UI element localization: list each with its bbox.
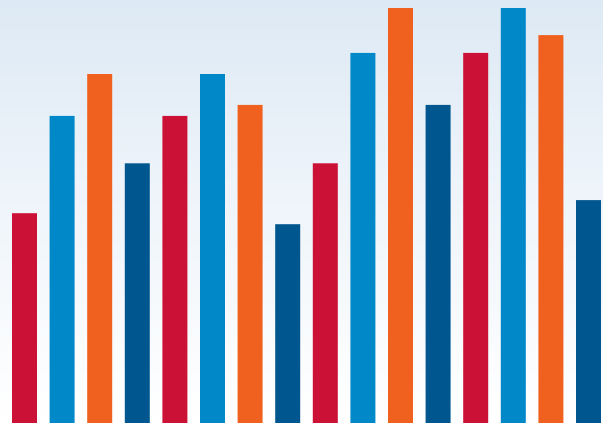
- bar-16: [576, 200, 601, 423]
- bar-1: [12, 213, 37, 423]
- bar-14: [500, 8, 526, 423]
- bar-9: [312, 163, 338, 423]
- bar-15: [538, 35, 564, 423]
- bar-11: [388, 8, 413, 423]
- bar-5: [162, 115, 188, 423]
- bar-4: [124, 163, 150, 423]
- bar-6: [200, 74, 225, 423]
- bar-10: [350, 52, 376, 423]
- bar-12: [425, 104, 451, 423]
- bar-7: [237, 104, 263, 423]
- bar-3: [87, 74, 113, 423]
- bar-13: [463, 52, 489, 423]
- bar-2: [49, 115, 75, 423]
- bar-8: [275, 224, 301, 423]
